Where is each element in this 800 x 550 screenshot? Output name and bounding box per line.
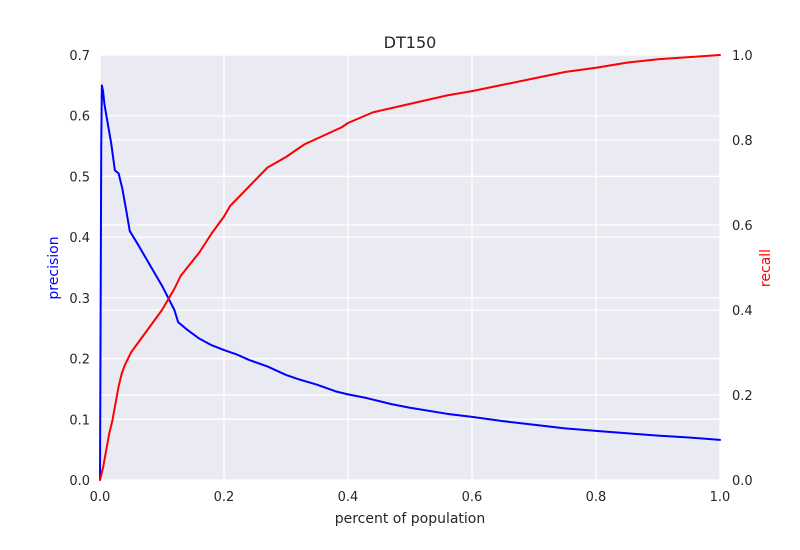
left-tick-label: 0.1 xyxy=(69,413,90,428)
right-axis-label: recall xyxy=(758,249,774,287)
left-tick-label: 0.3 xyxy=(69,292,90,307)
left-tick-label: 0.6 xyxy=(69,110,90,125)
right-axis-ticks: 0.0 0.2 0.4 0.6 0.8 1.0 xyxy=(732,49,753,489)
x-tick-label: 0.4 xyxy=(338,490,359,505)
plot-background xyxy=(100,55,720,480)
gridlines xyxy=(99,54,721,481)
right-tick-label: 0.4 xyxy=(732,304,753,319)
x-tick-label: 0.6 xyxy=(462,490,483,505)
left-axis-ticks: 0.0 0.1 0.2 0.3 0.4 0.5 0.6 0.7 xyxy=(69,49,90,489)
chart-title: DT150 xyxy=(384,33,437,52)
x-tick-label: 0.0 xyxy=(90,490,111,505)
right-tick-label: 0.2 xyxy=(732,389,753,404)
left-tick-label: 0.2 xyxy=(69,353,90,368)
right-tick-label: 0.6 xyxy=(732,219,753,234)
right-tick-label: 1.0 xyxy=(732,49,753,64)
x-tick-label: 1.0 xyxy=(710,490,731,505)
right-tick-label: 0.0 xyxy=(732,474,753,489)
x-axis-ticks: 0.0 0.2 0.4 0.6 0.8 1.0 xyxy=(90,490,731,505)
left-tick-label: 0.4 xyxy=(69,231,90,246)
x-axis-label: percent of population xyxy=(335,511,486,527)
series-layer xyxy=(99,54,721,481)
left-tick-label: 0.5 xyxy=(69,170,90,185)
x-tick-label: 0.2 xyxy=(214,490,235,505)
precision-line xyxy=(99,84,721,481)
left-tick-label: 0.7 xyxy=(69,49,90,64)
right-tick-label: 0.8 xyxy=(732,134,753,149)
left-tick-label: 0.0 xyxy=(69,474,90,489)
left-axis-label: precision xyxy=(46,236,62,299)
recall-line xyxy=(99,54,721,481)
x-tick-label: 0.8 xyxy=(586,490,607,505)
